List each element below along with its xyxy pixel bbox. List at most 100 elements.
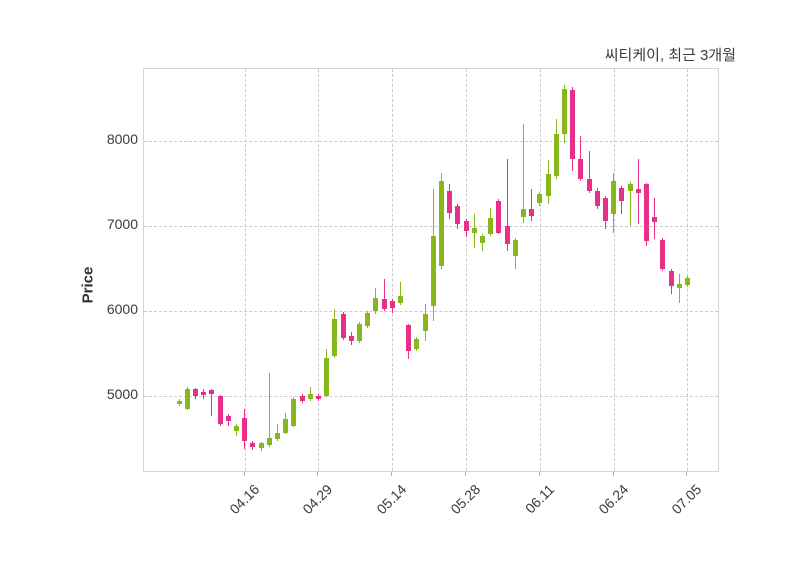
candle-body	[274, 433, 280, 439]
candle-wick	[522, 123, 524, 223]
candle-body	[619, 188, 625, 201]
candle-body	[676, 283, 682, 289]
candle-wick	[629, 181, 631, 226]
x-tick-mark	[243, 472, 245, 476]
candle-body	[504, 225, 510, 244]
candle-body	[324, 358, 330, 396]
x-tick-mark	[391, 472, 393, 476]
candle-body	[283, 419, 289, 433]
candle-body	[299, 396, 305, 402]
candle-body	[414, 339, 420, 349]
h-gridline	[144, 311, 718, 312]
h-gridline	[144, 225, 718, 227]
candle-body	[406, 325, 412, 351]
candle-body	[586, 178, 592, 191]
candle-body	[529, 208, 535, 216]
v-gridline	[244, 69, 246, 471]
x-tick-mark	[686, 472, 688, 476]
candle-wick	[383, 279, 385, 311]
candle-body	[447, 191, 453, 213]
candle-wick	[678, 274, 680, 303]
v-gridline	[392, 69, 394, 471]
x-tick-label: 05.14	[373, 481, 410, 518]
candle-body	[479, 236, 485, 243]
candle-body	[488, 217, 494, 234]
x-tick-mark	[465, 472, 466, 476]
x-tick-label: 06.24	[594, 481, 631, 518]
x-tick-label: 04.16	[225, 481, 262, 518]
candle-body	[611, 180, 617, 214]
candle-body	[660, 240, 666, 269]
candle-body	[652, 217, 658, 222]
candle-body	[455, 205, 461, 224]
candle-body	[635, 188, 641, 193]
h-gridline	[144, 396, 718, 397]
y-tick-label: 7000	[106, 215, 138, 232]
candle-body	[397, 296, 403, 303]
candle-body	[201, 392, 207, 396]
y-axis-label: Price	[79, 266, 97, 304]
candle-body	[684, 277, 690, 285]
candle-body	[250, 443, 256, 447]
candle-body	[643, 183, 649, 241]
x-tick-mark	[317, 472, 319, 476]
y-tick-label: 8000	[106, 130, 138, 147]
candle-body	[176, 401, 182, 405]
candle-body	[496, 200, 502, 233]
candle-wick	[531, 188, 533, 221]
candle-body	[594, 191, 600, 206]
candle-body	[545, 174, 551, 196]
candle-body	[365, 313, 371, 326]
candle-body	[578, 158, 584, 179]
candle-body	[217, 396, 223, 425]
x-tick-mark	[612, 472, 614, 476]
candle-body	[209, 390, 215, 394]
v-gridline	[613, 69, 615, 471]
candle-body	[471, 228, 477, 233]
candle-body	[422, 314, 428, 331]
y-tick-label: 6000	[106, 301, 138, 317]
candle-body	[668, 271, 674, 286]
candle-body	[463, 220, 469, 231]
candle-body	[225, 416, 231, 422]
candle-wick	[268, 373, 270, 448]
h-gridline	[144, 140, 718, 142]
candle-body	[373, 297, 379, 311]
candle-body	[512, 240, 518, 256]
candle-wick	[211, 388, 213, 416]
v-gridline	[539, 69, 541, 471]
candle-body	[192, 389, 198, 396]
x-tick-mark	[538, 472, 540, 476]
candle-wick	[506, 158, 508, 251]
v-gridline	[318, 69, 320, 471]
candle-body	[315, 396, 321, 399]
candle-body	[258, 443, 264, 448]
candle-body	[356, 324, 362, 342]
candle-body	[627, 183, 633, 191]
candle-wick	[399, 282, 401, 306]
x-tick-label: 05.28	[447, 481, 484, 518]
candle-body	[570, 89, 576, 159]
candle-body	[291, 399, 297, 427]
candle-body	[184, 389, 190, 409]
candle-body	[381, 299, 387, 309]
candle-body	[389, 300, 395, 308]
candle-body	[561, 89, 567, 135]
candle-body	[520, 208, 526, 217]
candle-wick	[276, 424, 278, 442]
candle-body	[233, 426, 239, 431]
candle-wick	[588, 151, 590, 193]
chart-title: 씨티케이, 최근 3개월	[604, 47, 736, 64]
candle-body	[537, 194, 543, 203]
candle-body	[438, 180, 444, 266]
v-gridline	[466, 69, 467, 471]
candle-body	[332, 319, 338, 357]
x-tick-label: 06.11	[521, 481, 558, 517]
candle-wick	[580, 135, 582, 181]
v-gridline	[687, 69, 689, 471]
x-tick-label: 04.29	[299, 481, 336, 518]
candle-body	[553, 134, 559, 176]
candle-body	[340, 314, 346, 339]
x-tick-label: 07.05	[668, 481, 705, 518]
